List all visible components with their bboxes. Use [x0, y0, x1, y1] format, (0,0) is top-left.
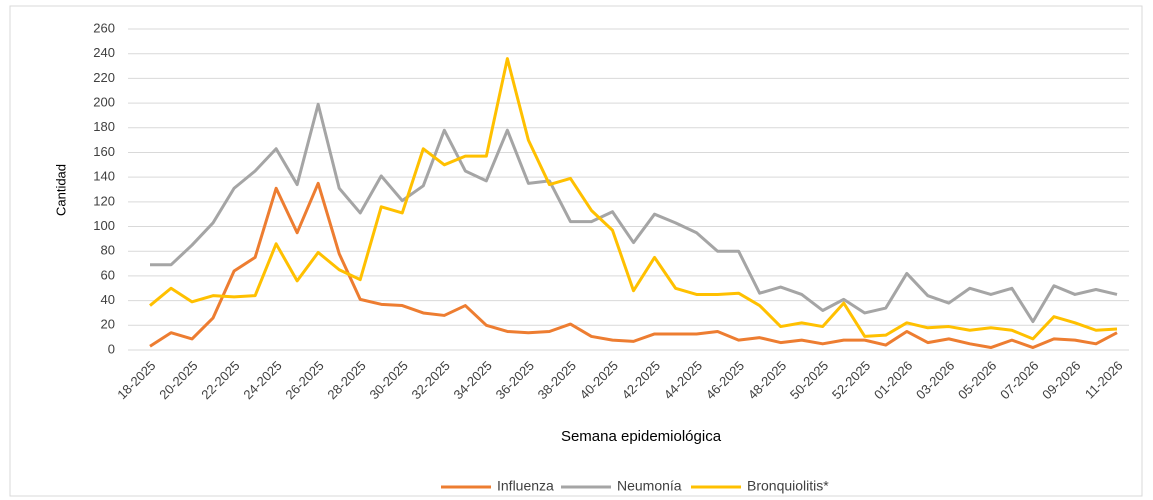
x-tick-label: 11-2026	[1082, 358, 1126, 402]
y-tick-label: 40	[101, 292, 115, 307]
y-tick-label: 220	[93, 70, 115, 85]
series-line	[149, 57, 1118, 341]
x-tick-label: 48-2025	[745, 358, 789, 402]
y-tick-label: 260	[93, 20, 115, 35]
x-tick-label: 32-2025	[409, 358, 453, 402]
y-tick-label: 80	[101, 243, 115, 258]
x-tick-label: 20-2025	[156, 358, 200, 402]
y-tick-label: 100	[93, 218, 115, 233]
x-tick-label: 34-2025	[451, 358, 495, 402]
legend-label: Bronquiolitis*	[747, 478, 829, 494]
x-tick-label: 42-2025	[619, 358, 663, 402]
x-tick-label: 09-2026	[1039, 358, 1083, 402]
chart-border	[9, 5, 1143, 497]
x-tick-label: 26-2025	[282, 358, 326, 402]
y-tick-label: 0	[108, 341, 115, 356]
y-tick-label: 200	[93, 95, 115, 110]
x-tick-label: 46-2025	[703, 358, 747, 402]
series-line	[149, 181, 1118, 350]
x-tick-label: 28-2025	[324, 358, 368, 402]
x-tick-label: 01-2026	[871, 358, 915, 402]
y-axis-title: Cantidad	[53, 164, 68, 216]
y-tick-label: 160	[93, 144, 115, 159]
x-tick-label: 03-2026	[913, 358, 957, 402]
x-tick-label: 50-2025	[787, 358, 831, 402]
x-tick-label: 07-2026	[997, 358, 1041, 402]
y-tick-label: 240	[93, 45, 115, 60]
x-tick-label: 22-2025	[198, 358, 242, 402]
x-tick-label: 38-2025	[535, 358, 579, 402]
x-tick-label: 05-2026	[955, 358, 999, 402]
y-tick-label: 120	[93, 193, 115, 208]
series-line	[150, 102, 1118, 324]
x-tick-label: 24-2025	[240, 358, 284, 402]
x-tick-label: 52-2025	[829, 358, 873, 402]
x-tick-label: 44-2025	[661, 358, 705, 402]
legend-label: Influenza	[497, 478, 554, 494]
y-tick-label: 20	[101, 317, 115, 332]
x-tick-label: 40-2025	[577, 358, 621, 402]
y-tick-label: 140	[93, 169, 115, 184]
x-tick-label: 18-2025	[114, 358, 158, 402]
y-tick-label: 180	[93, 119, 115, 134]
x-tick-label: 30-2025	[366, 358, 410, 402]
y-tick-label: 60	[101, 267, 115, 282]
legend-label: Neumonía	[617, 478, 682, 494]
x-axis-title: Semana epidemiológica	[561, 428, 722, 445]
x-tick-label: 36-2025	[493, 358, 537, 402]
